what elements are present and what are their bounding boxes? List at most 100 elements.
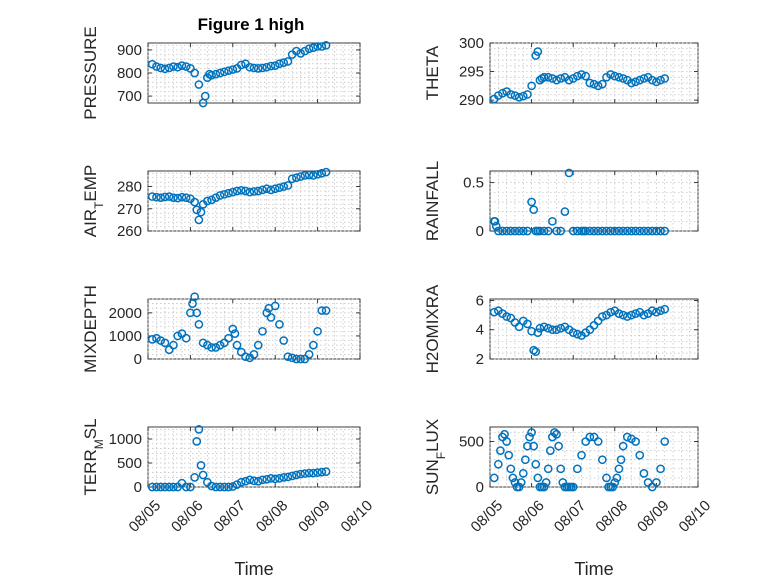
sun_flux-point (552, 429, 561, 439)
theta-point (635, 75, 645, 85)
pressure-point (173, 62, 183, 72)
theta-point (652, 77, 661, 87)
pressure-point (317, 42, 327, 51)
h2omixra-point (618, 310, 628, 320)
rainfall-point (610, 226, 620, 236)
air_temp-point (287, 174, 297, 184)
mixdepth-point (164, 345, 174, 355)
theta-series (489, 47, 670, 104)
air_temp-point (173, 193, 183, 203)
theta-point (539, 72, 549, 82)
subplot-pressure: 700 800 900 PRESSURE (81, 26, 361, 120)
rainfall-point (614, 226, 624, 236)
pressure-point (275, 59, 284, 69)
mixdepth-point (152, 333, 161, 343)
sun_flux-point (521, 455, 530, 465)
theta-point (593, 81, 603, 91)
sun_flux-point (612, 473, 622, 483)
pressure-point (219, 67, 229, 77)
mixdepth-point (292, 354, 301, 364)
h2omixra-ytick-label: 2 (476, 351, 484, 368)
h2omixra-point (656, 306, 665, 316)
pressure-ytick-label: 900 (117, 42, 142, 59)
air_temp-point (215, 191, 225, 200)
sun_flux-point (527, 428, 536, 437)
theta-point (548, 74, 557, 83)
terr_msl-point (321, 467, 331, 476)
h2omixra-point (552, 325, 561, 335)
terr_msl-ytick-label: 500 (117, 455, 142, 472)
pressure-point (228, 65, 238, 74)
rainfall-point (564, 168, 574, 178)
terr_msl-point (164, 482, 174, 492)
mixdepth-point (236, 347, 246, 357)
h2omixra-point (531, 347, 541, 357)
air_temp-point (169, 193, 178, 203)
rainfall-point (506, 226, 516, 236)
mixdepth-series (147, 292, 331, 364)
mixdepth-point (283, 352, 293, 362)
sun_flux-point (525, 432, 534, 442)
mixdepth-point (296, 354, 305, 364)
sun_flux-point (585, 432, 595, 442)
terr_msl-point (253, 476, 263, 486)
sun_flux-point (608, 482, 618, 492)
terr_msl-point (236, 477, 246, 487)
pressure-point (177, 61, 187, 70)
mixdepth-point (224, 333, 233, 343)
rainfall-point (510, 226, 520, 236)
theta-point (610, 71, 620, 81)
sun_flux-point (577, 450, 586, 460)
terr_msl-point (275, 474, 284, 483)
rainfall-point (548, 216, 557, 226)
sun_flux-xtick-label: 08/06 (509, 497, 548, 536)
sun_flux-point (529, 441, 539, 451)
sun_flux-point (614, 464, 624, 474)
terr_msl-xtick-label: 08/07 (210, 497, 249, 536)
air_temp-point (304, 170, 314, 180)
rainfall-point (589, 226, 599, 236)
terr_msl-point (196, 461, 206, 470)
terr_msl-point (292, 470, 301, 480)
air_temp-point (321, 167, 331, 177)
rainfall-point (631, 226, 640, 236)
theta-point (627, 78, 636, 88)
h2omixra-point (652, 307, 661, 317)
h2omixra-ytick-label: 6 (476, 292, 484, 309)
pressure-point (160, 64, 170, 74)
h2omixra-ylabel: H2OMIXRA (423, 284, 442, 373)
rainfall-point (502, 226, 511, 236)
terr_msl-point (270, 474, 280, 484)
terr_msl-point (228, 482, 238, 491)
rainfall-point (543, 226, 553, 236)
theta-ytick-label: 300 (459, 35, 484, 52)
theta-point (493, 91, 503, 100)
pressure-point (249, 63, 259, 73)
mixdepth-point (219, 338, 229, 348)
pressure-point (207, 70, 216, 80)
terr_msl-point (224, 482, 233, 492)
rainfall-point (643, 226, 653, 236)
theta-point (543, 72, 553, 82)
terr_msl-point (296, 469, 305, 479)
sun_flux-point (573, 464, 582, 474)
h2omixra-point (548, 325, 557, 335)
mixdepth-ytick-label: 1000 (109, 328, 142, 345)
pressure-point (200, 91, 210, 101)
sun_flux-point (514, 482, 524, 492)
rainfall-point (639, 226, 649, 236)
mixdepth-point (173, 331, 183, 341)
theta-point (573, 71, 582, 81)
terr_msl-point (245, 475, 255, 485)
rainfall-point (556, 226, 566, 236)
mixdepth-point (186, 308, 195, 318)
sun_flux-point (554, 441, 563, 451)
theta-point (618, 74, 628, 83)
pressure-ytick-label: 800 (117, 65, 142, 82)
theta-point (510, 91, 520, 100)
sun_flux-point (523, 441, 532, 451)
sun_flux-point (602, 473, 611, 483)
terr_msl-point (304, 468, 314, 478)
pressure-point (304, 44, 314, 54)
mixdepth-point (194, 320, 204, 329)
